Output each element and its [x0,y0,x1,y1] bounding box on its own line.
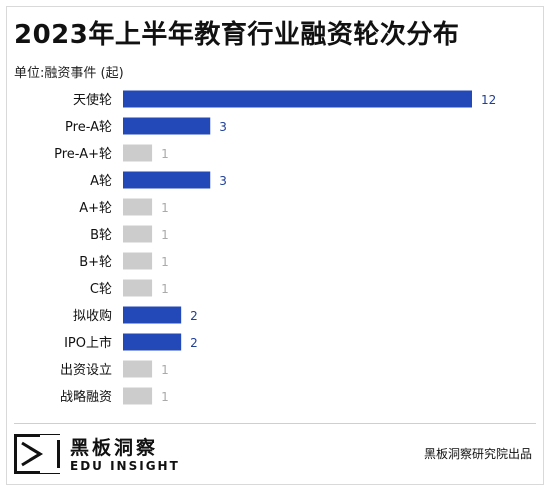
category-label: Pre-A+轮 [54,147,112,162]
value-label: 1 [161,228,169,242]
edu-insight-logo-icon [14,434,60,474]
value-label: 12 [481,93,496,107]
source-credit: 黑板洞察研究院出品 [423,447,532,461]
bar [123,306,182,324]
chart-frame [6,6,544,485]
category-label: 拟收购 [73,308,112,324]
bar [123,252,153,270]
category-label: B+轮 [79,255,112,270]
value-label: 2 [190,309,198,323]
bar [123,90,472,108]
category-label: 战略融资 [60,389,112,405]
bar [123,198,153,216]
unit-label: 单位:融资事件 (起) [14,66,124,81]
value-label: 2 [190,336,198,350]
footer-divider [14,423,536,424]
category-label: 出资设立 [60,363,112,378]
category-label: A轮 [90,174,112,189]
value-label: 1 [161,363,169,377]
bar [123,144,153,162]
bar [123,333,182,351]
bar [123,387,153,405]
bar [123,279,153,297]
bar [123,117,211,135]
logo-english-name: EDU INSIGHT [70,459,180,473]
category-label: C轮 [90,282,112,297]
bar [123,171,211,189]
category-label: A+轮 [79,201,112,216]
value-label: 1 [161,201,169,215]
value-label: 3 [219,120,227,134]
chart-title: 2023年上半年教育行业融资轮次分布 [14,20,460,50]
bar [123,360,153,378]
brand-logo: 黑板洞察 EDU INSIGHT [14,432,194,476]
logo-chinese-name: 黑板洞察 [70,437,159,459]
bar [123,225,153,243]
category-label: B轮 [90,228,112,243]
category-label: Pre-A轮 [65,120,112,135]
value-label: 3 [219,174,227,188]
category-label: IPO上市 [64,335,112,351]
value-label: 1 [161,282,169,296]
value-label: 1 [161,255,169,269]
value-label: 1 [161,390,169,404]
value-label: 1 [161,147,169,161]
category-label: 天使轮 [73,92,112,108]
